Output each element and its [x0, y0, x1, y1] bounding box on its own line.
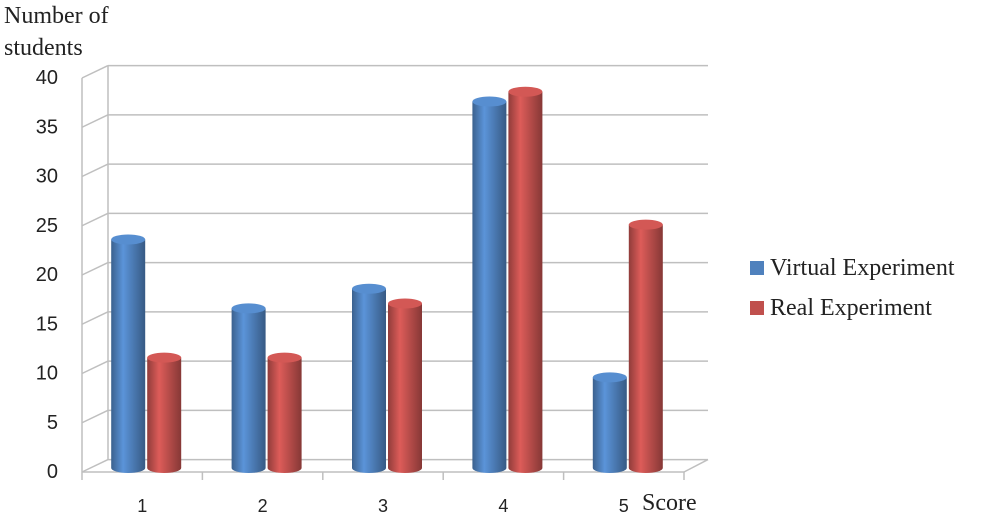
bar-top — [472, 96, 507, 107]
legend-label-virtual: Virtual Experiment — [770, 254, 955, 281]
y-tick-label-20: 20 — [36, 264, 58, 286]
bar-top — [628, 219, 663, 230]
bar-real-3 — [388, 298, 422, 473]
bar-body — [231, 308, 266, 473]
y-tick-label-25: 25 — [36, 215, 58, 237]
legend-label-real: Real Experiment — [770, 294, 932, 321]
bar-virtual-4 — [472, 96, 507, 474]
bar-top — [231, 303, 266, 314]
y-tick-label-40: 40 — [36, 67, 58, 89]
bar-real-1 — [147, 352, 182, 473]
x-tick-label-2: 2 — [258, 496, 268, 516]
gridline-side-40 — [81, 64, 109, 79]
y-tick-label-30: 30 — [36, 166, 58, 188]
x-tick-label-3: 3 — [378, 496, 388, 516]
bar-body — [352, 288, 386, 473]
bar-body — [111, 239, 146, 473]
bar-virtual-1 — [111, 234, 146, 473]
legend-swatch-virtual — [750, 261, 764, 275]
gridline-side-5 — [81, 409, 109, 424]
bar-real-2 — [267, 352, 302, 473]
bar-body — [508, 91, 543, 473]
gridline-side-20 — [81, 261, 109, 276]
bar-virtual-2 — [231, 303, 266, 473]
floor-right-edge — [683, 458, 709, 473]
y-axis-title-line-1: Number of — [4, 3, 109, 29]
y-tick-label-35: 35 — [36, 116, 58, 138]
bar-body — [472, 101, 507, 474]
bar-top — [592, 372, 627, 383]
bar-top — [508, 86, 543, 97]
x-tick-label-5: 5 — [619, 496, 629, 516]
bar-virtual-5 — [592, 372, 627, 473]
x-tick-label-1: 1 — [137, 496, 147, 516]
legend-item-real: Real Experiment — [750, 288, 955, 328]
x-axis-title: Score — [642, 490, 697, 516]
gridline-side-10 — [81, 360, 109, 375]
bar-body — [388, 303, 422, 473]
gridline-side-15 — [81, 311, 109, 325]
bar-real-5 — [628, 219, 663, 473]
bar-body — [147, 357, 182, 473]
bar-virtual-3 — [352, 283, 386, 473]
y-tick-label-0: 0 — [47, 461, 58, 483]
bar-top — [388, 298, 422, 309]
y-tick-label-15: 15 — [36, 313, 58, 335]
legend-item-virtual: Virtual Experiment — [750, 248, 955, 288]
bar-real-4 — [508, 86, 543, 473]
x-tick-label-4: 4 — [498, 496, 508, 516]
y-tick-label-5: 5 — [47, 412, 58, 434]
bar-body — [628, 224, 663, 473]
legend-swatch-real — [750, 301, 764, 315]
bar-top — [111, 234, 146, 245]
y-tick-label-10: 10 — [36, 363, 58, 385]
gridline-side-35 — [81, 114, 109, 128]
bar-top — [147, 352, 182, 363]
gridline-side-25 — [81, 212, 109, 227]
y-axis-title-line-2: students — [4, 35, 83, 61]
bar-body — [267, 357, 302, 473]
bar-body — [592, 377, 627, 473]
bar-top — [352, 283, 386, 294]
bar-top — [267, 352, 302, 363]
legend: Virtual Experiment Real Experiment — [750, 248, 955, 328]
gridline-side-0 — [81, 458, 109, 473]
gridline-side-30 — [81, 163, 109, 178]
